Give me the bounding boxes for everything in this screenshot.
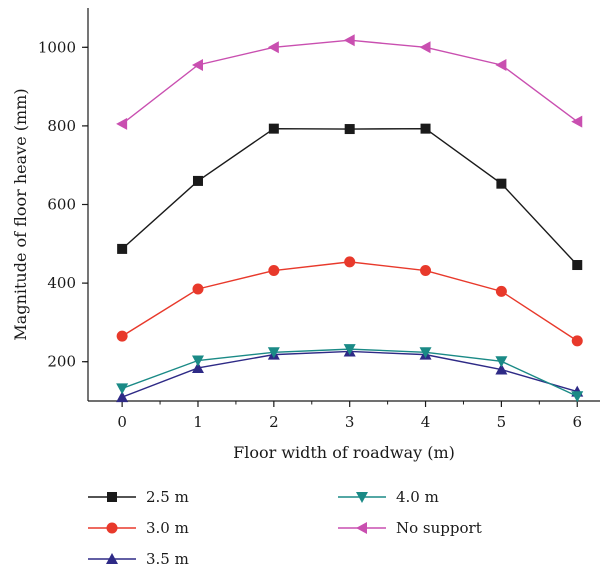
x-tick-label: 6: [572, 413, 582, 431]
data-point: [343, 344, 356, 356]
legend-item: No support: [338, 519, 482, 537]
x-axis-label: Floor width of roadway (m): [233, 443, 455, 462]
data-point: [495, 363, 508, 375]
data-point: [267, 41, 279, 54]
x-tick-label: 3: [345, 413, 355, 431]
series-group: [116, 34, 584, 403]
data-point: [496, 178, 507, 189]
legend-item: 2.5 m: [88, 488, 189, 506]
series-4: [116, 34, 583, 130]
data-point: [343, 34, 355, 47]
data-point: [571, 391, 584, 403]
legend-label: 3.5 m: [146, 550, 189, 568]
data-point: [571, 335, 583, 347]
legend-swatch-marker: [106, 522, 118, 534]
legend-swatch-marker: [356, 522, 367, 534]
y-tick-label: 800: [47, 117, 76, 135]
data-point: [117, 243, 128, 254]
x-tick-label: 4: [421, 413, 431, 431]
data-point: [495, 58, 507, 71]
data-point: [344, 256, 356, 268]
data-point: [344, 124, 355, 135]
data-point: [420, 265, 432, 277]
y-tick-label: 600: [47, 196, 76, 214]
data-point: [191, 361, 204, 373]
legend-swatch-marker: [107, 492, 117, 502]
data-point: [192, 175, 203, 186]
legend-label: 3.0 m: [146, 519, 189, 537]
data-point: [116, 391, 129, 403]
y-axis-label: Magnitude of floor heave (mm): [11, 88, 30, 340]
data-point: [420, 123, 431, 134]
data-point: [419, 41, 431, 54]
data-point: [267, 347, 280, 359]
data-point: [268, 123, 279, 134]
ticks: 0 1 2 3 4 5 6 200 400 600 800 1000: [38, 38, 582, 431]
axes: [87, 8, 600, 402]
legend-swatch-marker: [106, 553, 118, 564]
data-point: [419, 347, 432, 359]
legend-item: 4.0 m: [338, 488, 439, 506]
legend-item: 3.5 m: [88, 550, 189, 568]
data-point: [191, 58, 203, 71]
legend-item: 3.0 m: [88, 519, 189, 537]
legend-swatch-marker: [356, 492, 368, 503]
data-point: [191, 355, 204, 367]
legend-label: No support: [396, 519, 482, 537]
data-point: [116, 117, 128, 130]
y-tick-label: 200: [47, 353, 76, 371]
series-line: [121, 39, 578, 125]
legend: 2.5 m 3.0 m 3.5 m 4.0 m No support: [88, 488, 482, 568]
data-point: [116, 383, 129, 395]
series-line: [121, 127, 578, 266]
x-tick-label: 1: [193, 413, 203, 431]
x-tick-label: 0: [117, 413, 127, 431]
data-point: [495, 356, 508, 368]
data-point: [495, 285, 507, 297]
series-line: [121, 261, 578, 342]
data-point: [192, 283, 204, 295]
data-point: [116, 330, 128, 342]
legend-label: 2.5 m: [146, 488, 189, 506]
series-line: [121, 350, 578, 398]
x-tick-label: 5: [497, 413, 507, 431]
data-point: [268, 265, 280, 277]
data-point: [571, 115, 583, 128]
series-3: [116, 344, 584, 403]
y-tick-label: 1000: [38, 38, 76, 56]
series-0: [117, 123, 583, 271]
series-1: [116, 256, 583, 347]
data-point: [572, 260, 583, 271]
y-tick-label: 400: [47, 274, 76, 292]
x-tick-label: 2: [269, 413, 279, 431]
legend-label: 4.0 m: [396, 488, 439, 506]
